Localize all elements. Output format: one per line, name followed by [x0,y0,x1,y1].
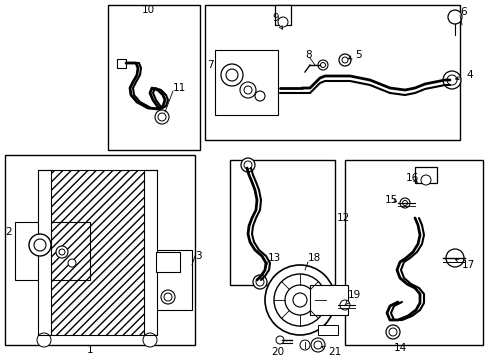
Circle shape [446,249,464,267]
Circle shape [339,54,351,66]
Circle shape [68,259,76,267]
Circle shape [158,113,166,121]
Bar [215,50,278,115]
Text: 6: 6 [460,7,466,17]
Bar [144,170,157,335]
Text: 3: 3 [195,251,201,261]
Text: 2: 2 [5,227,12,237]
Text: 7: 7 [207,60,214,70]
Circle shape [221,64,243,86]
Circle shape [256,278,264,286]
Circle shape [447,75,457,85]
Text: 15: 15 [385,195,398,205]
Circle shape [300,340,310,350]
Circle shape [37,333,51,347]
Circle shape [161,290,175,304]
Circle shape [34,239,46,251]
Text: 19: 19 [345,290,361,305]
Circle shape [240,82,256,98]
Circle shape [285,285,315,315]
Bar [148,250,192,310]
Circle shape [311,338,325,352]
Bar [117,59,126,68]
Text: 17: 17 [455,259,475,270]
Text: 11: 11 [173,83,186,93]
Circle shape [226,69,238,81]
Circle shape [402,201,408,206]
Text: 12: 12 [337,213,350,223]
Circle shape [29,234,51,256]
Circle shape [274,274,326,326]
Circle shape [59,249,65,255]
Circle shape [244,161,252,169]
Bar [310,285,348,315]
Circle shape [155,110,169,124]
Bar [415,167,437,183]
Bar [15,222,90,280]
Circle shape [244,86,252,94]
Circle shape [278,17,288,27]
Text: 4: 4 [456,70,473,80]
Text: 8: 8 [305,50,312,60]
Circle shape [255,91,265,101]
Circle shape [293,293,307,307]
Text: 20: 20 [271,347,285,357]
Circle shape [241,158,255,172]
Text: 1: 1 [87,345,93,355]
Bar [205,5,460,140]
Bar [275,5,291,25]
Text: 14: 14 [393,343,407,353]
Bar [108,5,200,150]
Circle shape [318,60,328,70]
Bar [38,170,51,335]
Bar [5,155,195,345]
Circle shape [342,57,348,63]
Text: 5: 5 [348,50,362,60]
Circle shape [314,341,322,349]
Circle shape [143,333,157,347]
Circle shape [164,293,172,301]
Bar [230,160,335,285]
Bar [156,252,180,272]
Circle shape [340,300,350,310]
Circle shape [389,328,397,336]
Text: 18: 18 [308,253,321,263]
Circle shape [253,275,267,289]
Text: 13: 13 [268,253,281,263]
Text: 21: 21 [321,346,341,357]
Circle shape [448,10,462,24]
Circle shape [443,71,461,89]
Circle shape [320,63,325,68]
Bar [50,170,145,335]
Circle shape [265,265,335,335]
Text: 10: 10 [142,5,154,15]
Circle shape [386,325,400,339]
Bar [345,160,483,345]
Bar [318,325,338,335]
Circle shape [276,336,284,344]
Circle shape [421,175,431,185]
Text: 16: 16 [406,173,419,183]
Text: 9: 9 [272,13,283,29]
Circle shape [400,198,410,208]
Circle shape [56,246,68,258]
